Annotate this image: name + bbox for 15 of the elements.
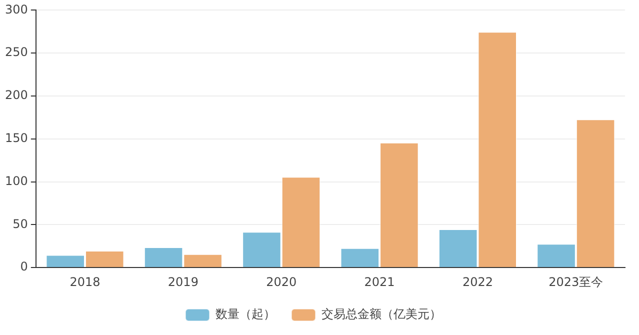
y-tick-label: 200 <box>5 88 28 102</box>
y-tick-label: 300 <box>5 2 28 16</box>
x-tick-label: 2019 <box>168 274 198 289</box>
x-tick-label: 2018 <box>70 274 100 289</box>
y-tick-label: 100 <box>5 174 28 188</box>
y-tick-label: 250 <box>5 45 28 60</box>
x-tick-label: 2020 <box>266 274 297 289</box>
y-tick-label: 0 <box>20 260 28 274</box>
legend-label: 数量（起） <box>216 307 276 322</box>
x-tick-label: 2022 <box>462 274 493 289</box>
y-tick-label: 50 <box>12 216 28 231</box>
x-tick-label: 2021 <box>364 274 395 289</box>
legend-label: 交易总金额（亿美元） <box>322 307 442 322</box>
x-tick-label: 2023至今 <box>548 274 604 289</box>
y-tick-label: 150 <box>5 131 28 146</box>
